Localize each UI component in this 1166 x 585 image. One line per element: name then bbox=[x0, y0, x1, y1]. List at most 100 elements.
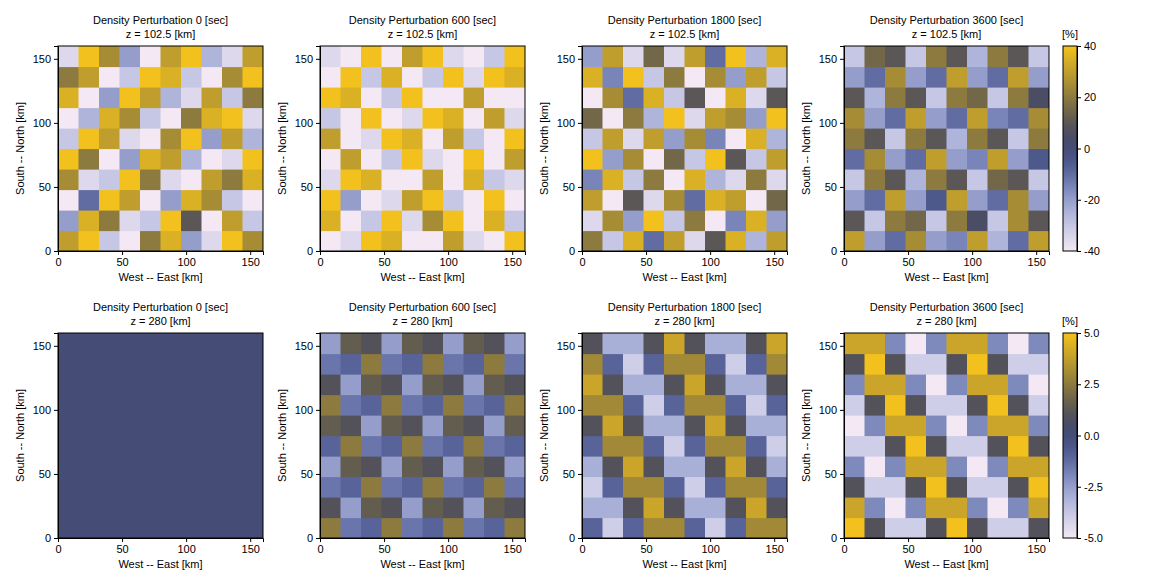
tick-label: 20 bbox=[1084, 91, 1096, 103]
cell bbox=[222, 210, 243, 231]
y-axis-title: South -- North [km] bbox=[538, 389, 550, 482]
cell bbox=[361, 169, 382, 190]
tick-label: 100 bbox=[557, 404, 575, 416]
cell bbox=[967, 374, 988, 395]
cell bbox=[99, 46, 120, 67]
cell bbox=[505, 374, 526, 395]
cell bbox=[1029, 374, 1050, 395]
tick: 0 bbox=[45, 245, 58, 257]
cell bbox=[402, 67, 423, 88]
cell bbox=[685, 518, 706, 539]
tick-mark bbox=[840, 123, 844, 124]
cell bbox=[361, 149, 382, 170]
cell bbox=[1029, 231, 1050, 252]
cell bbox=[885, 456, 906, 477]
cell bbox=[988, 436, 1009, 457]
cell bbox=[967, 436, 988, 457]
cell bbox=[382, 477, 403, 498]
cell bbox=[623, 477, 644, 498]
cell bbox=[140, 149, 161, 170]
cell bbox=[140, 333, 161, 354]
cell bbox=[685, 436, 706, 457]
cell bbox=[988, 149, 1009, 170]
cell bbox=[484, 477, 505, 498]
cell bbox=[885, 67, 906, 88]
panel-title: Density Perturbation 3600 [sec] bbox=[870, 14, 1023, 26]
cell bbox=[120, 497, 141, 518]
cell bbox=[582, 210, 603, 231]
cell bbox=[79, 128, 100, 149]
cell bbox=[685, 169, 706, 190]
cell bbox=[844, 87, 865, 108]
tick: 50 bbox=[563, 468, 582, 480]
cell bbox=[844, 415, 865, 436]
cell bbox=[767, 333, 788, 354]
tick-label: 0 bbox=[579, 543, 585, 555]
tick-mark bbox=[1077, 97, 1081, 98]
cell bbox=[382, 456, 403, 477]
cell bbox=[603, 87, 624, 108]
x-axis: 050100150 bbox=[579, 538, 787, 555]
cell bbox=[464, 354, 485, 375]
cell bbox=[423, 210, 444, 231]
tick-label: 100 bbox=[963, 256, 981, 268]
cell bbox=[181, 169, 202, 190]
tick: 100 bbox=[177, 251, 195, 268]
cell bbox=[603, 46, 624, 67]
cell bbox=[222, 436, 243, 457]
cell bbox=[402, 231, 423, 252]
tick-mark bbox=[384, 538, 385, 542]
cell bbox=[99, 231, 120, 252]
cell bbox=[685, 354, 706, 375]
cell bbox=[382, 169, 403, 190]
axis-line bbox=[321, 252, 526, 256]
tick-label: 150 bbox=[557, 53, 575, 65]
cell bbox=[582, 354, 603, 375]
cell bbox=[464, 395, 485, 416]
tick: 0 bbox=[55, 538, 61, 555]
tick: -5.0 bbox=[1077, 532, 1103, 544]
cell bbox=[885, 436, 906, 457]
cell bbox=[505, 333, 526, 354]
cell bbox=[99, 497, 120, 518]
tick-label: 0 bbox=[841, 543, 847, 555]
cell bbox=[926, 210, 947, 231]
tick-label: 50 bbox=[301, 468, 313, 480]
cell bbox=[685, 190, 706, 211]
tick: 100 bbox=[701, 538, 719, 555]
cell bbox=[320, 67, 341, 88]
cell bbox=[79, 518, 100, 539]
cell bbox=[222, 395, 243, 416]
cell bbox=[1029, 497, 1050, 518]
cell bbox=[361, 67, 382, 88]
panel-title: Density Perturbation 600 [sec] bbox=[349, 301, 496, 313]
cell bbox=[1029, 67, 1050, 88]
tick-mark bbox=[1077, 436, 1081, 437]
cell bbox=[947, 456, 968, 477]
cell bbox=[1008, 374, 1029, 395]
cell bbox=[926, 231, 947, 252]
cell bbox=[505, 415, 526, 436]
cell bbox=[967, 456, 988, 477]
tick: 50 bbox=[640, 251, 652, 268]
cell bbox=[161, 354, 182, 375]
cell bbox=[865, 456, 886, 477]
cell bbox=[865, 395, 886, 416]
cell bbox=[582, 149, 603, 170]
cell bbox=[767, 374, 788, 395]
cell bbox=[484, 149, 505, 170]
cell bbox=[382, 436, 403, 457]
cell bbox=[79, 108, 100, 129]
cell bbox=[726, 518, 747, 539]
cell bbox=[58, 128, 79, 149]
cell bbox=[865, 128, 886, 149]
cell bbox=[947, 395, 968, 416]
cell bbox=[1008, 67, 1029, 88]
tick-label: 5.0 bbox=[1084, 327, 1099, 339]
cell bbox=[161, 169, 182, 190]
cell bbox=[99, 415, 120, 436]
cell bbox=[58, 374, 79, 395]
cell bbox=[603, 169, 624, 190]
cell bbox=[685, 46, 706, 67]
cell bbox=[320, 436, 341, 457]
